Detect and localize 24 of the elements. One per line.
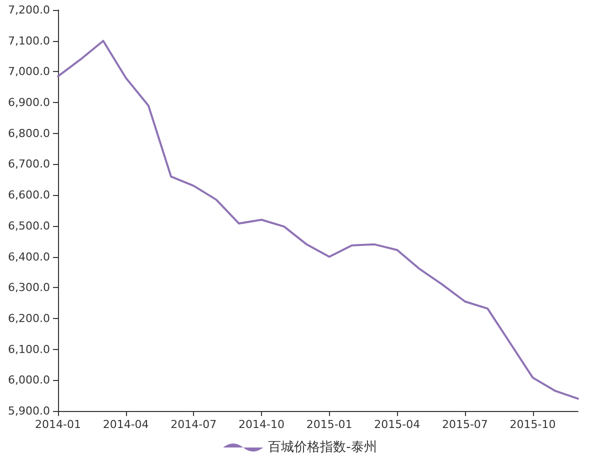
x-tick-label: 2015-01 [306, 418, 352, 431]
y-tick-label: 6,100.0 [8, 342, 50, 356]
y-tick-label: 6,000.0 [8, 374, 50, 387]
x-tick-label: 2015-04 [374, 418, 420, 431]
x-tick-label: 2014-04 [102, 418, 149, 431]
y-tick-label: 6,900.0 [8, 96, 50, 110]
y-tick-label: 6,800.0 [8, 126, 50, 140]
text: 百城价格指数-泰州 [268, 440, 377, 455]
y-tick-label: 6,200.0 [8, 312, 50, 325]
y-tick-label: 6,300.0 [8, 281, 50, 294]
x-tick-label: 2015-10 [510, 418, 556, 431]
y-tick-label: 6,500.0 [8, 219, 50, 232]
y-tick-label: 7,100.0 [8, 34, 50, 48]
x-tick-label: 2014-01 [35, 418, 81, 431]
y-tick-label: 6,600.0 [8, 188, 50, 202]
y-tick-label: 7,000.0 [8, 65, 50, 78]
line-series [57, 40, 579, 400]
y-tick-label: 6,400.0 [8, 250, 50, 264]
y-tick-label: 7,200.0 [8, 4, 50, 16]
x-tick-label: 2014-07 [170, 418, 217, 431]
x-tick-label: 2015-07 [442, 418, 488, 431]
y-tick-label: 5,900.0 [8, 404, 50, 418]
x-tick-label: 2014-10 [238, 418, 284, 431]
y-tick-label: 6,700.0 [8, 158, 50, 171]
